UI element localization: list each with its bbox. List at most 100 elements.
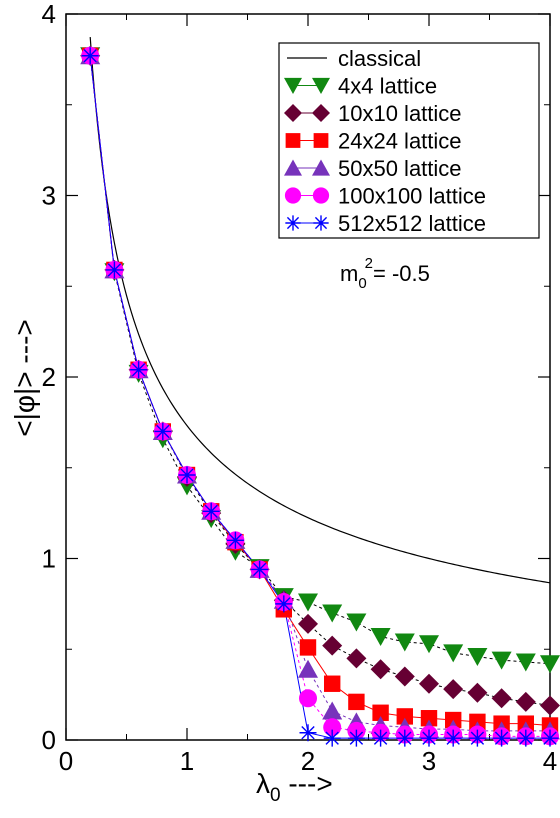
legend-label: 24x24 lattice [338, 129, 462, 154]
svg-text:m02= -0.5: m0 2= -0.5 [340, 255, 430, 292]
data-point [540, 655, 560, 674]
data-point [324, 675, 341, 692]
svg-text:λ0 --->: λ0 ---> [256, 768, 333, 806]
data-point [348, 693, 365, 711]
data-point [322, 635, 343, 656]
series-markers [81, 47, 559, 747]
data-point [130, 361, 148, 379]
x-tick-label: 0 [59, 746, 73, 776]
data-point [420, 710, 438, 727]
y-tick-label: 4 [42, 0, 56, 29]
data-point [493, 729, 511, 747]
data-point [372, 704, 389, 721]
annotation-sub: 0 [358, 275, 366, 292]
data-point [370, 628, 391, 647]
data-point [178, 466, 196, 484]
data-point [541, 729, 559, 747]
data-point [298, 659, 318, 678]
legend-label: 512x512 lattice [338, 211, 486, 236]
data-point [298, 593, 318, 612]
data-point [372, 729, 390, 747]
y-tick-label: 2 [42, 362, 56, 392]
data-markers [80, 45, 560, 747]
data-point [515, 653, 536, 672]
legend-marker [284, 159, 302, 176]
series-line [89, 55, 551, 707]
data-point [154, 422, 172, 440]
y-tick-label: 0 [42, 725, 56, 755]
data-point [515, 691, 536, 712]
legend-label: 50x50 lattice [338, 156, 462, 181]
y-tick-label: 1 [42, 544, 56, 574]
data-point [396, 708, 413, 725]
legend-marker [284, 104, 302, 122]
data-point [394, 633, 415, 652]
data-point [419, 673, 439, 694]
y-axis-label: <|φ|> ---> [9, 319, 40, 437]
legend-marker [313, 215, 329, 231]
legend-marker [285, 133, 301, 148]
data-point [394, 666, 415, 687]
plot-area: 0 1 2 3 4 0 1 2 3 4 [42, 0, 560, 776]
data-point [105, 261, 123, 279]
data-point [540, 695, 560, 716]
data-point [443, 679, 464, 700]
data-point [275, 595, 293, 613]
data-point [346, 648, 367, 669]
legend-label: 4x4 lattice [338, 74, 437, 99]
data-point [467, 648, 488, 667]
annotation-sup: 2 [365, 255, 373, 272]
tick-labels: 0 1 2 3 4 0 1 2 3 4 [42, 0, 558, 776]
classical-curve [89, 37, 551, 584]
x-tick-label: 1 [180, 746, 194, 776]
data-point [396, 729, 414, 747]
data-point [298, 613, 318, 634]
data-point [226, 531, 244, 549]
data-point [370, 659, 391, 680]
legend-label: 100x100 lattice [338, 184, 486, 209]
legend-marker [313, 133, 329, 148]
data-point [322, 604, 343, 623]
x-axis-label-sub: 0 [270, 785, 281, 806]
x-axis-label: λ0 ---> [256, 768, 333, 806]
y-tick-label: 3 [42, 181, 56, 211]
data-point [323, 718, 342, 737]
legend-marker [284, 187, 302, 204]
data-point [81, 47, 99, 65]
data-point [346, 613, 367, 632]
annotation-base: m [340, 261, 358, 286]
x-tick-label: 2 [301, 746, 315, 776]
legend-marker [312, 159, 330, 176]
data-point [491, 688, 512, 709]
legend-marker [285, 215, 301, 231]
data-point [517, 729, 535, 747]
data-point [299, 724, 317, 742]
data-point [420, 729, 438, 747]
data-point [419, 635, 439, 654]
data-point [468, 729, 486, 747]
x-axis-label-arrow: ---> [281, 768, 333, 799]
data-point [202, 502, 220, 520]
data-point [299, 689, 317, 708]
x-tick-label: 3 [422, 746, 436, 776]
data-point [444, 729, 462, 747]
data-point [322, 701, 343, 720]
data-point [347, 729, 365, 747]
x-axis-label-main: λ [256, 768, 270, 799]
legend-label: classical [338, 46, 421, 71]
data-point [251, 560, 269, 578]
legend-marker [312, 187, 330, 204]
data-point [467, 682, 488, 703]
legend-marker [312, 104, 330, 122]
legend-marker [284, 77, 302, 95]
x-tick-label: 4 [543, 746, 557, 776]
legend-marker [312, 77, 330, 95]
legend-label: 10x10 lattice [338, 101, 462, 126]
annotation-rest: = -0.5 [373, 261, 430, 286]
data-point [299, 639, 317, 656]
mass-annotation: m0 2= -0.5 [340, 255, 430, 292]
data-point [323, 729, 341, 747]
data-point [491, 651, 512, 670]
